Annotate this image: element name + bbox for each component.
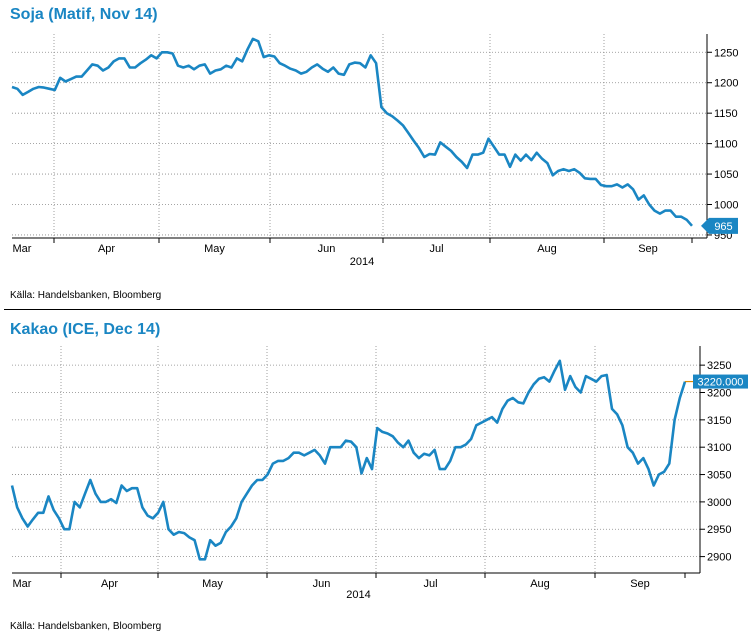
y-tick-label: 3100 bbox=[707, 442, 731, 454]
y-tick-label: 3050 bbox=[707, 470, 731, 482]
kakao-chart: 2900 2950 3000 3050 3100 3150 3200 3250 Mar Apr Ma… bbox=[10, 346, 748, 601]
x-tick-label: Jul bbox=[423, 578, 437, 590]
y-tick-label: 1050 bbox=[714, 169, 738, 181]
x-tick-label: Jul bbox=[429, 243, 443, 255]
y-tick-label: 1100 bbox=[714, 139, 738, 151]
last-value-label: 3220.000 bbox=[698, 377, 744, 389]
divider bbox=[4, 309, 751, 310]
series-line bbox=[10, 359, 687, 561]
x-tick-label: Mar bbox=[13, 243, 32, 255]
chart-title: Kakao (ICE, Dec 14) bbox=[10, 321, 161, 338]
y-tick-label: 1250 bbox=[714, 47, 738, 59]
x-tick-label: Jun bbox=[313, 578, 331, 590]
y-tick-label: 3000 bbox=[707, 497, 731, 509]
x-tick-label: Apr bbox=[101, 578, 118, 590]
y-tick-label: 2900 bbox=[707, 552, 731, 564]
x-tick-label: May bbox=[202, 578, 223, 590]
last-value-badge bbox=[701, 217, 738, 234]
last-value-label: 965 bbox=[714, 221, 732, 233]
kakao-panel: Kakao (ICE, Dec 14) 2900 2950 3000 3050 3100… bbox=[0, 315, 755, 638]
y-tick-label: 3200 bbox=[707, 387, 731, 399]
y-tick-label: 3150 bbox=[707, 415, 731, 427]
soja-panel: Soja (Matif, Nov 14) 950 1000 1050 1100 1150… bbox=[0, 0, 755, 315]
last-value-badge bbox=[693, 374, 748, 389]
y-tick-label: 1000 bbox=[714, 200, 738, 212]
x-tick-label: Sep bbox=[630, 578, 650, 590]
chart-title: Soja (Matif, Nov 14) bbox=[10, 6, 158, 23]
x-tick-label: May bbox=[204, 243, 225, 255]
series-line bbox=[11, 37, 693, 227]
source-note: Källa: Handelsbanken, Bloomberg bbox=[10, 290, 162, 301]
year-label: 2014 bbox=[346, 589, 370, 601]
y-tick-label: 1200 bbox=[714, 78, 738, 90]
source-note: Källa: Handelsbanken, Bloomberg bbox=[10, 621, 162, 632]
x-tick-label: Mar bbox=[13, 578, 32, 590]
x-tick-label: Jun bbox=[318, 243, 336, 255]
year-label: 2014 bbox=[350, 256, 374, 268]
x-tick-label: Aug bbox=[537, 243, 557, 255]
y-tick-label: 2950 bbox=[707, 524, 731, 536]
x-tick-label: Sep bbox=[638, 243, 658, 255]
x-tick-label: Aug bbox=[530, 578, 550, 590]
y-tick-label: 1150 bbox=[714, 108, 738, 120]
y-tick-label: 3250 bbox=[707, 360, 731, 372]
x-tick-label: Apr bbox=[98, 243, 115, 255]
